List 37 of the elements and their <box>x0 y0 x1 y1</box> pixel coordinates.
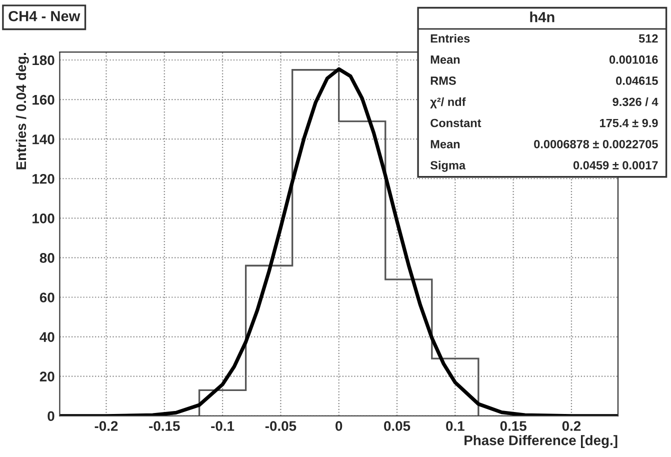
y-tick-label: 140 <box>32 134 54 144</box>
annotation: χ²/ ndf <box>430 97 466 108</box>
y-tick-label: 20 <box>40 372 54 382</box>
annotation: 0.0459 ± 0.0017 <box>573 161 658 170</box>
annotation: Mean <box>430 56 460 64</box>
y-tick-label: 0 <box>48 411 54 422</box>
text: h4n <box>530 12 554 22</box>
annotation: 0.0006878 ± 0.0022705 <box>534 140 658 148</box>
x-tick-label: 0.1 <box>446 421 464 431</box>
annotation: 9.326 / 4 <box>612 97 658 106</box>
x-tick-label: -0.1 <box>211 421 234 431</box>
x-tick-label: -0.05 <box>265 421 296 431</box>
x-tick-label: -0.15 <box>149 421 180 431</box>
y-tick-label: 60 <box>40 292 54 302</box>
y-tick-label: 40 <box>40 332 54 342</box>
y-tick-label: 80 <box>40 253 54 263</box>
annotation: Constant <box>430 118 482 128</box>
chart-title: CH4 - New <box>8 10 80 22</box>
annotation: 0.001016 <box>609 55 658 64</box>
y-tick-label: 180 <box>32 55 54 66</box>
x-tick-label: 0 <box>336 421 342 431</box>
annotation: RMS <box>430 76 456 85</box>
y-tick-label: 100 <box>32 214 54 224</box>
text: 512 <box>638 34 658 43</box>
x-tick-label: 0.15 <box>500 421 526 431</box>
annotation: Mean <box>430 140 460 148</box>
y-tick-label: 120 <box>32 174 54 184</box>
y-tick-label: 160 <box>32 94 54 105</box>
annotation: Sigma <box>430 160 466 172</box>
annotation: 175.4 ± 9.9 <box>600 118 658 128</box>
y-axis-title: Entries / 0.04 deg. <box>16 53 29 170</box>
x-tick-label: 0.05 <box>384 421 410 431</box>
x-tick-label: -0.2 <box>94 421 118 431</box>
x-tick-label: 0.2 <box>562 421 581 431</box>
annotation: 0.04615 <box>616 76 658 85</box>
x-axis-title: Phase Difference [deg.] <box>464 435 618 448</box>
text: Entries <box>430 34 470 43</box>
